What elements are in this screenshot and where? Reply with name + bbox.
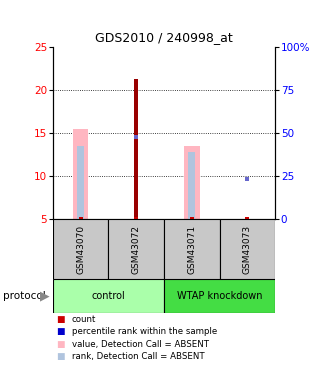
Bar xyxy=(164,279,275,313)
Bar xyxy=(220,219,275,279)
Text: GSM43073: GSM43073 xyxy=(243,225,252,274)
Text: count: count xyxy=(72,315,96,324)
Bar xyxy=(53,279,164,313)
Bar xyxy=(184,146,200,219)
Text: ■: ■ xyxy=(56,340,65,349)
Bar xyxy=(188,152,195,219)
Bar xyxy=(77,146,84,219)
Text: rank, Detection Call = ABSENT: rank, Detection Call = ABSENT xyxy=(72,352,204,361)
Text: ■: ■ xyxy=(56,352,65,361)
Text: ▶: ▶ xyxy=(40,290,50,303)
Bar xyxy=(73,129,88,219)
Text: ■: ■ xyxy=(56,327,65,336)
Text: percentile rank within the sample: percentile rank within the sample xyxy=(72,327,217,336)
Bar xyxy=(108,219,164,279)
Text: protocol: protocol xyxy=(3,291,46,301)
Text: WTAP knockdown: WTAP knockdown xyxy=(177,291,262,301)
Bar xyxy=(53,219,108,279)
Text: GSM43072: GSM43072 xyxy=(132,225,141,274)
Text: GSM43071: GSM43071 xyxy=(187,225,196,274)
Text: GSM43070: GSM43070 xyxy=(76,225,85,274)
Text: value, Detection Call = ABSENT: value, Detection Call = ABSENT xyxy=(72,340,209,349)
Bar xyxy=(134,79,139,219)
Bar xyxy=(164,219,220,279)
Text: control: control xyxy=(92,291,125,301)
Text: ■: ■ xyxy=(56,315,65,324)
Title: GDS2010 / 240998_at: GDS2010 / 240998_at xyxy=(95,32,233,44)
